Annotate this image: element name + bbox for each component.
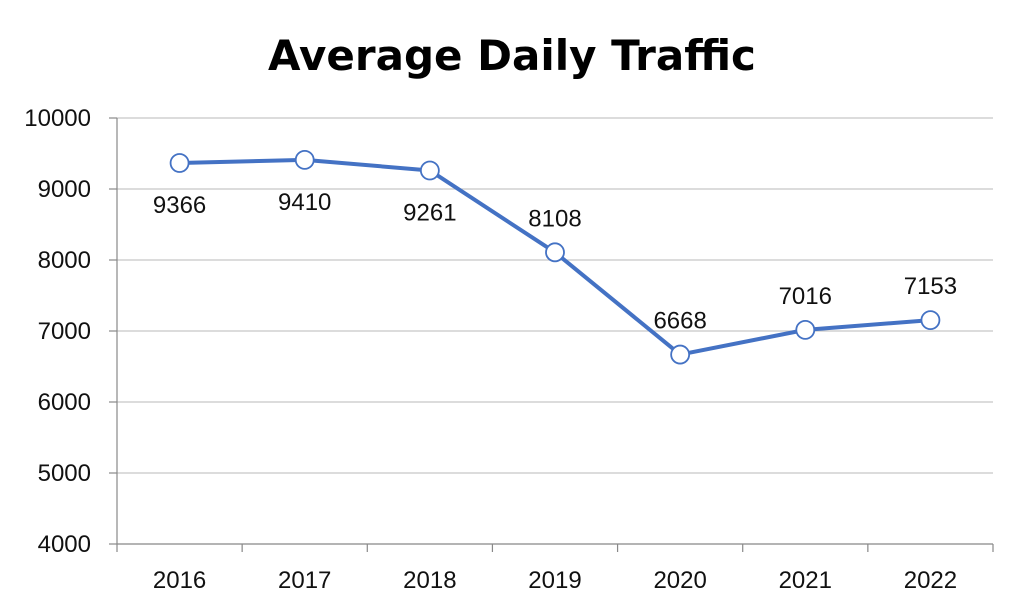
x-tick-label: 2021 [779, 567, 832, 594]
axes: 4000 5000 6000 7000 8000 9000 10000 2016 2017 201… [24, 105, 994, 594]
data-point [920, 310, 941, 331]
data-point [419, 160, 440, 181]
y-tick-label: 10000 [24, 105, 91, 132]
data-point [169, 153, 190, 173]
x-tick-label: 2019 [528, 567, 581, 594]
x-tick-label: 2020 [653, 567, 706, 594]
y-tick-label: 6000 [38, 389, 91, 416]
data-labels: 9366 9410 9261 8108 6668 7016 7153 [153, 189, 957, 335]
y-tick-label: 9000 [38, 176, 91, 203]
data-label: 8108 [528, 205, 581, 232]
data-label: 9410 [278, 189, 331, 216]
y-tick-label: 4000 [38, 531, 91, 558]
x-tick-label: 2022 [904, 567, 957, 594]
x-tick-label: 2016 [153, 567, 206, 594]
data-label: 7016 [779, 283, 832, 310]
y-tick-label: 7000 [38, 318, 91, 345]
series [169, 149, 941, 365]
data-point [795, 319, 816, 340]
data-point [294, 149, 315, 170]
data-point [670, 344, 691, 365]
data-label: 6668 [653, 308, 706, 335]
x-tick-label: 2018 [403, 567, 456, 594]
x-tick-label: 2017 [278, 567, 331, 594]
data-label: 9366 [153, 192, 206, 219]
data-label: 7153 [904, 273, 957, 300]
data-label: 9261 [403, 199, 456, 226]
gridlines [117, 117, 993, 474]
data-point [545, 242, 565, 263]
chart-title: Average Daily Traffic [268, 31, 756, 80]
y-tick-label: 5000 [38, 460, 91, 487]
y-tick-label: 8000 [38, 247, 91, 274]
